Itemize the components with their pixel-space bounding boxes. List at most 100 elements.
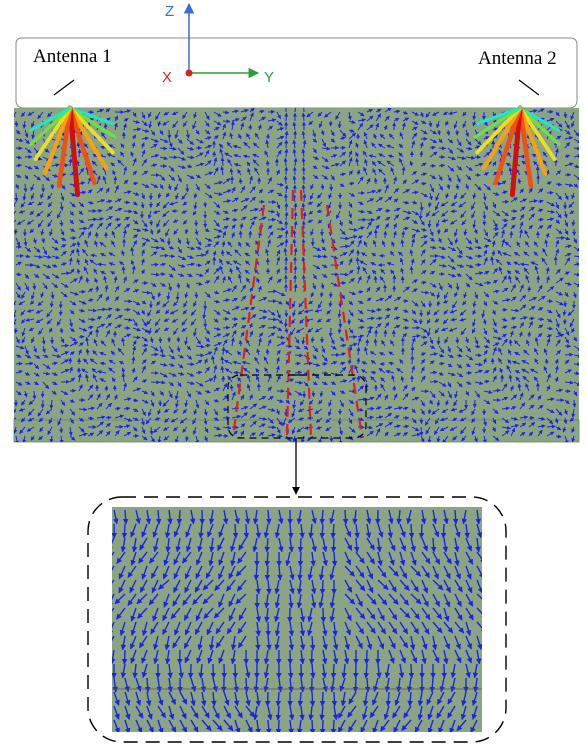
- field-arrow: [527, 331, 532, 338]
- field-arrow: [348, 128, 355, 133]
- field-arrow: [252, 153, 260, 158]
- field-arrow: [150, 262, 159, 267]
- field-arrow: [204, 136, 212, 141]
- field-arrow: [419, 150, 424, 158]
- field-arrow: [302, 139, 307, 149]
- inset-field-arrow: [401, 734, 411, 744]
- field-arrow: [105, 108, 111, 113]
- field-arrow: [573, 129, 579, 137]
- field-arrow: [355, 157, 360, 167]
- field-arrow: [573, 146, 579, 151]
- field-arrow: [177, 138, 183, 144]
- field-arrow: [168, 165, 175, 172]
- field-arrow: [292, 175, 297, 185]
- field-arrow: [159, 183, 164, 190]
- field-arrow: [113, 176, 118, 185]
- field-arrow: [399, 132, 404, 140]
- field-arrow: [195, 174, 202, 179]
- field-arrow: [537, 108, 545, 113]
- field-arrow: [348, 157, 353, 167]
- field-arrow: [482, 219, 487, 226]
- field-arrow: [419, 111, 424, 118]
- field-arrow: [527, 286, 532, 293]
- field-arrow: [195, 129, 200, 135]
- field-arrow: [573, 174, 579, 181]
- field-arrow: [22, 192, 27, 201]
- field-arrow: [220, 157, 225, 167]
- inset-field-arrow: [450, 734, 455, 747]
- inset-field-arrow: [297, 537, 304, 553]
- field-arrow: [159, 156, 168, 161]
- inset-field-arrow: [352, 677, 359, 693]
- field-arrow: [335, 111, 341, 120]
- field-arrow: [222, 119, 231, 124]
- field-arrow: [276, 149, 282, 158]
- field-arrow: [192, 120, 197, 130]
- field-arrow: [401, 166, 406, 176]
- field-arrow: [27, 111, 35, 116]
- field-arrow: [42, 174, 50, 182]
- field-arrow: [249, 108, 255, 113]
- inset-field-arrow: [331, 691, 338, 707]
- field-arrow: [371, 142, 377, 149]
- field-arrow: [330, 129, 335, 137]
- field-arrow: [483, 136, 490, 140]
- field-arrow: [159, 138, 169, 143]
- field-arrow: [373, 275, 378, 284]
- field-arrow: [21, 111, 26, 118]
- field-arrow: [355, 257, 360, 266]
- inset-field-arrow: [330, 663, 337, 679]
- field-arrow: [501, 307, 508, 312]
- field-arrow: [23, 183, 28, 193]
- field-arrow: [122, 123, 127, 131]
- field-arrow: [150, 153, 160, 158]
- inset-field-arrow: [408, 523, 415, 539]
- field-arrow: [302, 193, 307, 203]
- field-arrow: [383, 124, 388, 131]
- field-arrow: [564, 136, 573, 141]
- field-arrow: [24, 138, 30, 145]
- field-arrow: [155, 111, 161, 121]
- inset-field-arrow: [243, 677, 250, 693]
- field-arrow: [563, 111, 568, 119]
- field-arrow: [357, 176, 364, 185]
- field-arrow: [364, 158, 368, 167]
- field-arrow: [555, 182, 563, 187]
- field-arrow: [348, 170, 354, 176]
- field-arrow: [319, 291, 324, 298]
- field-arrow: [233, 163, 242, 167]
- field-arrow: [312, 156, 320, 160]
- field-arrow: [400, 276, 405, 284]
- field-arrow: [387, 154, 395, 159]
- field-arrow: [32, 390, 37, 400]
- field-arrow: [204, 183, 211, 190]
- antenna-1-leader: [53, 79, 75, 96]
- field-arrow: [15, 155, 22, 160]
- field-arrow: [420, 172, 427, 177]
- field-arrow: [294, 353, 304, 358]
- field-arrow: [163, 111, 170, 116]
- field-arrow: [312, 254, 323, 259]
- field-arrow: [243, 154, 251, 159]
- field-arrow: [181, 192, 188, 200]
- field-arrow: [59, 426, 64, 434]
- field-arrow: [276, 135, 285, 140]
- field-arrow: [165, 192, 170, 198]
- field-arrow: [339, 172, 346, 177]
- field-arrow: [114, 185, 119, 194]
- field-arrow: [375, 113, 382, 122]
- field-arrow: [465, 129, 470, 137]
- field-arrow: [339, 136, 346, 141]
- field-arrow: [455, 336, 460, 344]
- field-arrow: [388, 133, 395, 140]
- field-arrow: [448, 111, 458, 116]
- field-arrow: [186, 164, 193, 169]
- field-arrow: [167, 183, 172, 191]
- field-arrow: [15, 174, 22, 178]
- field-arrow: [436, 336, 441, 346]
- field-arrow: [68, 357, 73, 365]
- field-arrow: [213, 111, 222, 117]
- field-arrow: [123, 166, 128, 176]
- field-arrow: [168, 174, 176, 181]
